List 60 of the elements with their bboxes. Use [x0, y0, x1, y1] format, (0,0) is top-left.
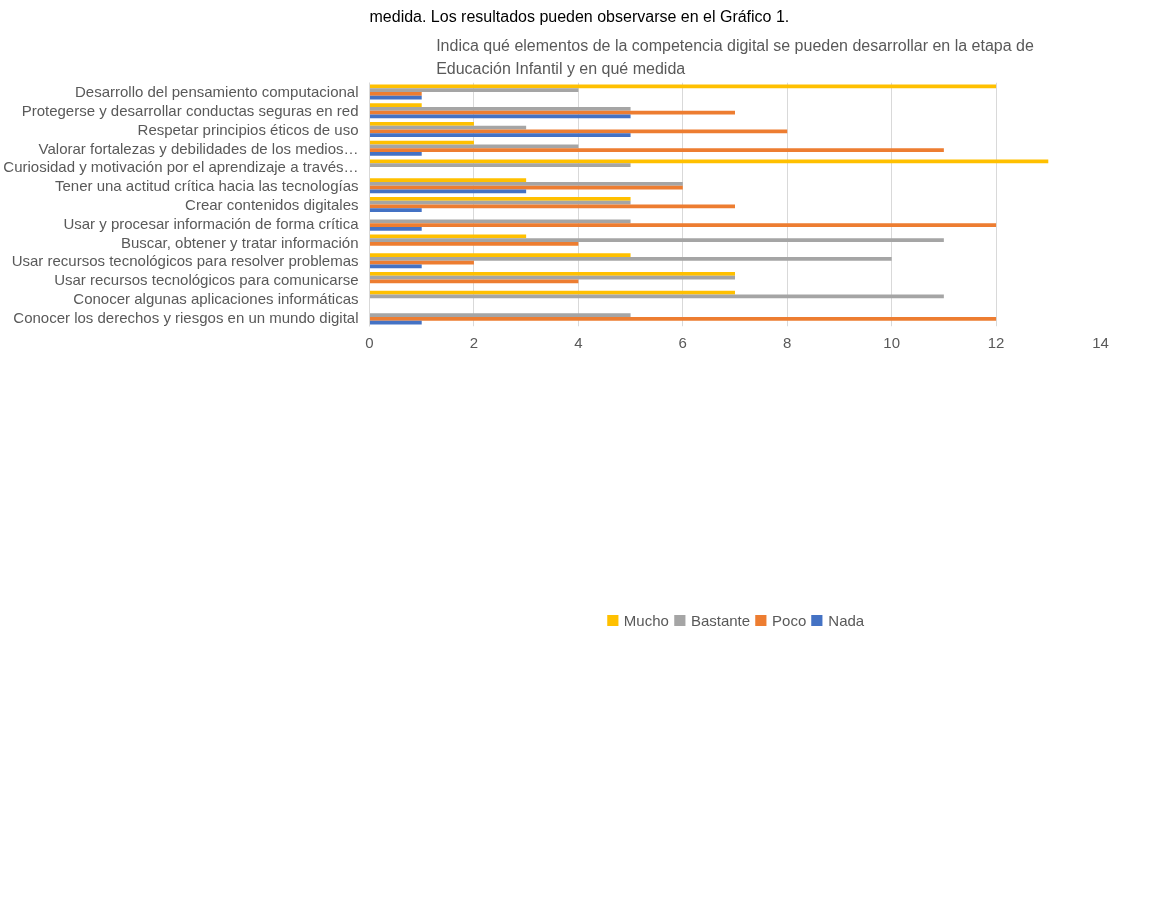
x-tick-label: 6 — [678, 333, 687, 351]
bar — [369, 114, 631, 119]
bar — [369, 84, 997, 89]
bar — [369, 121, 474, 126]
bar — [369, 148, 944, 152]
y-tick-label: Respetar principios éticos de uso — [137, 120, 359, 138]
bar — [369, 313, 631, 318]
bar — [369, 238, 944, 243]
legend-label: Nada — [828, 611, 865, 629]
y-tick-label: Desarrollo del pensamiento computacional — [75, 83, 359, 101]
bar — [369, 275, 735, 280]
y-tick-label: Tener una actitud crítica hacia las tecnologías — [54, 177, 359, 195]
bar — [369, 103, 422, 107]
y-tick-label: Protegerse y desarrollar conductas seguras en red — [21, 102, 359, 120]
y-tick-label: Curiosidad y motivación por el aprendizaje a través… — [3, 158, 359, 176]
bar — [369, 260, 474, 265]
y-tick-label: Conocer los derechos y riesgos en un mundo digital — [13, 308, 359, 326]
y-tick-label: Usar recursos tecnológicos para comunicarse — [54, 271, 359, 289]
bar — [369, 290, 735, 295]
bar — [369, 272, 735, 276]
x-tick-label: 2 — [469, 333, 479, 351]
x-tick-label: 12 — [987, 333, 1005, 351]
x-tick-label: 8 — [783, 333, 792, 351]
bar — [369, 88, 579, 92]
bar — [369, 257, 892, 261]
text: medida. Los resultados pueden observarse en el Gráfico 1. — [369, 7, 790, 25]
bar — [369, 151, 422, 156]
y-tick-label: Crear contenidos digitales — [185, 196, 359, 213]
legend-label: Mucho — [623, 611, 669, 629]
chart-title: Indica qué elementos de la competencia digital se pueden desarrollar en la etapa de Educación Infantil y en qué medida — [436, 36, 1034, 78]
bar — [369, 178, 527, 182]
bar — [369, 91, 422, 96]
bar — [369, 200, 631, 205]
bar — [369, 320, 422, 325]
bar — [369, 317, 997, 321]
x-tick-label: 14 — [1092, 333, 1109, 351]
x-tick-label: 10 — [883, 333, 900, 351]
bar — [369, 159, 1049, 164]
legend-label: Poco — [772, 611, 807, 629]
bar — [369, 181, 683, 186]
bar — [369, 106, 631, 111]
bar — [369, 189, 527, 194]
bar — [369, 129, 788, 134]
bar — [369, 223, 997, 228]
y-tick-label: Usar recursos tecnológicos para resolver problemas — [11, 252, 359, 270]
bar — [369, 163, 631, 167]
bar — [369, 133, 631, 137]
bar — [369, 253, 631, 258]
bar — [369, 144, 579, 149]
y-tick-label: Conocer algunas aplicaciones informáticas — [73, 289, 359, 307]
legend-label: Bastante — [690, 611, 751, 629]
y-tick-label: Buscar, obtener y tratar información — [120, 233, 359, 251]
bar — [369, 227, 422, 231]
bar — [369, 242, 579, 246]
bar — [369, 208, 422, 213]
bar — [369, 196, 631, 201]
x-tick-label: 4 — [574, 333, 583, 351]
y-tick-label: Usar y procesar información de forma crítica — [63, 214, 360, 232]
x-tick-label: 0 — [365, 333, 374, 351]
y-tick-label: Valorar fortalezas y debilidades de los medios… — [38, 139, 359, 157]
